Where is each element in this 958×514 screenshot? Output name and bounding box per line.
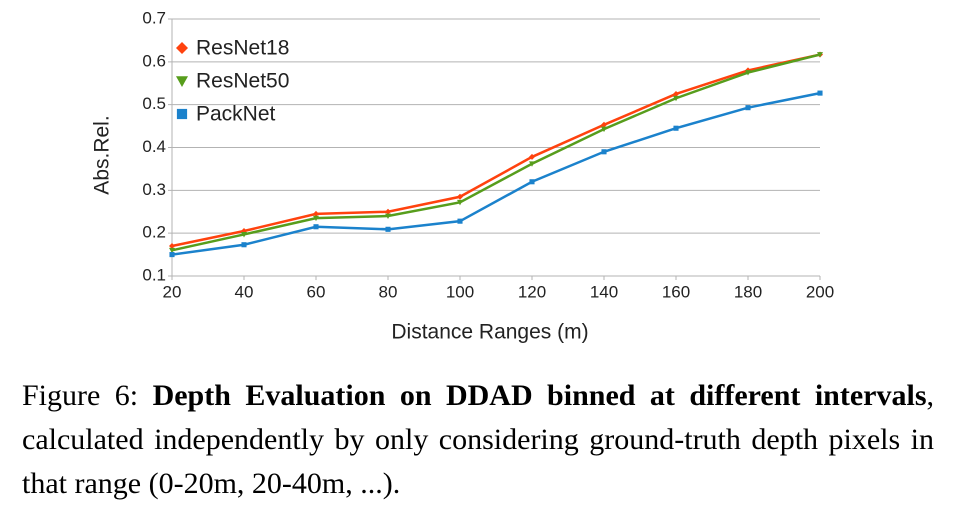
caption-text: , calculated independently by only consi… xyxy=(22,379,934,500)
point xyxy=(457,218,463,224)
legend-label: PackNet xyxy=(196,103,276,126)
point xyxy=(313,224,319,230)
point xyxy=(385,213,391,220)
x-tick-label: 160 xyxy=(662,282,690,301)
point xyxy=(745,105,751,111)
point xyxy=(745,70,751,76)
caption-bold: Depth Evaluation on DDAD binned at diffe… xyxy=(152,379,927,412)
x-tick-label: 180 xyxy=(734,282,762,301)
point xyxy=(313,210,319,217)
point xyxy=(457,193,463,200)
point xyxy=(817,90,823,96)
point xyxy=(529,179,535,185)
point xyxy=(673,125,679,131)
caption-label: Figure 6: xyxy=(22,379,139,412)
y-tick-label: 0.7 xyxy=(142,8,166,27)
series-line xyxy=(171,91,821,256)
x-tick-label: 60 xyxy=(307,282,326,301)
x-tick-label: 40 xyxy=(235,282,254,301)
point xyxy=(529,153,535,160)
x-tick-label: 200 xyxy=(806,282,834,301)
x-tick-label: 100 xyxy=(446,282,474,301)
chart: Abs.Rel. Distance Ranges (m) 0.1 0.2 0.3 0.… xyxy=(91,8,835,344)
x-tick-label: 120 xyxy=(518,282,546,301)
y-tick-label: 0.6 xyxy=(142,51,166,70)
y-tick-label: 0.3 xyxy=(142,180,166,199)
x-tick-label: 20 xyxy=(163,282,182,301)
x-tick-label: 140 xyxy=(590,282,618,301)
legend-marker xyxy=(176,108,188,120)
point xyxy=(169,243,175,250)
legend-marker xyxy=(176,42,188,54)
series-line xyxy=(171,53,821,248)
legend-marker xyxy=(176,76,188,87)
point xyxy=(601,149,607,155)
y-tick-label: 0.2 xyxy=(142,223,166,242)
point xyxy=(457,199,463,206)
point xyxy=(817,52,823,58)
point xyxy=(169,247,175,254)
point xyxy=(673,90,679,97)
y-tick-label: 0.1 xyxy=(142,265,166,284)
legend-label: ResNet50 xyxy=(196,70,289,93)
y-tick-label: 0.4 xyxy=(142,137,166,156)
point xyxy=(385,226,391,232)
point xyxy=(313,215,319,222)
legend-label: ResNet18 xyxy=(196,37,289,60)
x-axis-label: Distance Ranges (m) xyxy=(391,321,588,344)
y-axis-label: Abs.Rel. xyxy=(91,115,114,194)
point xyxy=(241,242,247,248)
point xyxy=(673,95,679,102)
point xyxy=(241,232,247,238)
point xyxy=(529,161,535,167)
series-line xyxy=(171,53,821,252)
y-tick-label: 0.5 xyxy=(142,94,166,113)
point xyxy=(385,208,391,215)
point xyxy=(169,252,175,258)
point xyxy=(601,126,607,133)
x-tick-label: 80 xyxy=(379,282,398,301)
point xyxy=(601,121,607,128)
caption: Figure 6: Depth Evaluation on DDAD binne… xyxy=(22,374,934,506)
